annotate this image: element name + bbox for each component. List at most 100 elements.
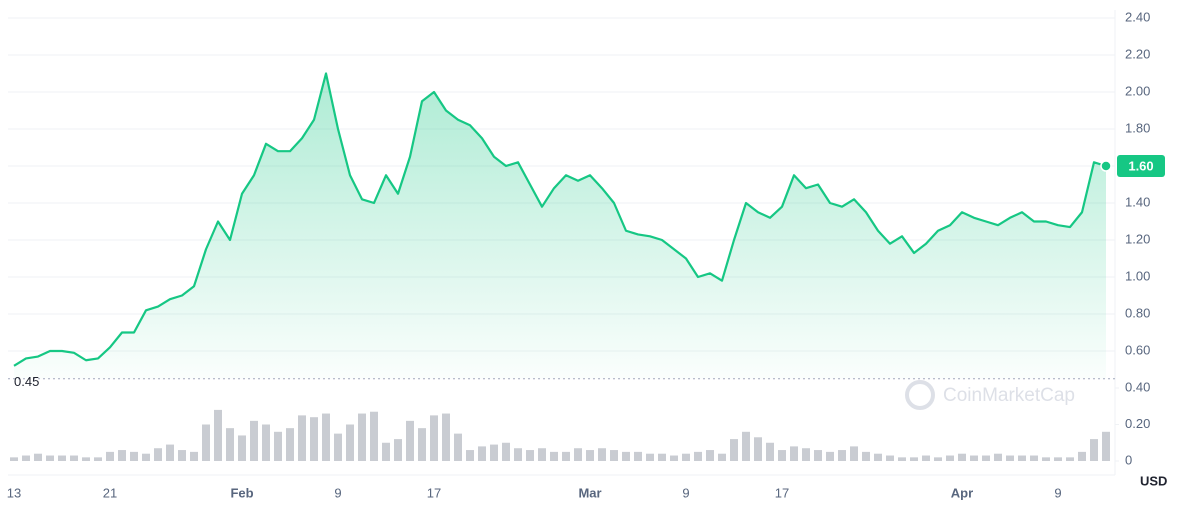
- x-tick-label: 13: [7, 485, 21, 500]
- volume-bar: [1102, 431, 1110, 461]
- volume-bar: [874, 453, 882, 461]
- price-area: [14, 73, 1106, 379]
- volume-bar: [502, 442, 510, 461]
- x-tick-label: Mar: [578, 485, 601, 500]
- y-tick-label: 0.60: [1125, 342, 1150, 357]
- volume-bar: [610, 450, 618, 461]
- volume-bar: [646, 453, 654, 461]
- volume-bar: [946, 455, 954, 461]
- volume-bar: [838, 450, 846, 461]
- unit-label: USD: [1140, 473, 1167, 488]
- volume-bar: [1042, 457, 1050, 461]
- volume-bar: [442, 413, 450, 461]
- volume-bar: [742, 431, 750, 461]
- volume-bar: [322, 413, 330, 461]
- volume-bar: [754, 437, 762, 461]
- y2-tick-label: 0: [1125, 452, 1132, 467]
- volume-bar: [574, 448, 582, 461]
- volume-bar: [1090, 439, 1098, 461]
- volume-bar: [190, 451, 198, 461]
- price-line: [13, 72, 1107, 367]
- volume-bar: [454, 433, 462, 461]
- volume-bar: [298, 415, 306, 461]
- volume-bar: [586, 450, 594, 461]
- x-tick-label: 21: [103, 485, 117, 500]
- x-tick-label: 9: [682, 485, 689, 500]
- y-tick-label: 2.00: [1125, 83, 1150, 98]
- volume-bar: [310, 417, 318, 461]
- y-tick-label: 2.20: [1125, 46, 1150, 61]
- volume-bar: [562, 451, 570, 461]
- volume-bar: [70, 455, 78, 461]
- volume-bar: [1018, 455, 1026, 461]
- watermark: CoinMarketCap: [905, 380, 1075, 410]
- volume-bar: [466, 450, 474, 461]
- volume-bar: [790, 446, 798, 461]
- volume-bar: [154, 448, 162, 461]
- volume-bar: [706, 450, 714, 461]
- x-tick-label: Apr: [951, 485, 973, 500]
- volume-bar: [1054, 457, 1062, 461]
- volume-bar: [142, 453, 150, 461]
- volume-bar: [850, 446, 858, 461]
- volume-bar: [994, 453, 1002, 461]
- y-tick-label: 2.40: [1125, 9, 1150, 24]
- volume-bar: [634, 451, 642, 461]
- volume-bar: [394, 439, 402, 461]
- x-tick-label: 9: [1054, 485, 1061, 500]
- volume-bar: [958, 453, 966, 461]
- baseline-label: 0.45: [14, 374, 39, 389]
- volume-bar: [490, 444, 498, 461]
- volume-bar: [718, 453, 726, 461]
- x-tick-label: 17: [775, 485, 789, 500]
- volume-bar: [622, 451, 630, 461]
- volume-bar: [22, 455, 30, 461]
- volume-bar: [478, 446, 486, 461]
- volume-bar: [970, 455, 978, 461]
- volume-bar: [166, 444, 174, 461]
- volume-bar: [406, 420, 414, 461]
- volume-bar: [682, 453, 690, 461]
- volume-bar: [550, 451, 558, 461]
- volume-bar: [1066, 457, 1074, 461]
- y-tick-label: 1.20: [1125, 231, 1150, 246]
- current-dot: [1100, 160, 1112, 172]
- volume-bar: [82, 457, 90, 461]
- volume-bar: [982, 455, 990, 461]
- volume-bar: [118, 450, 126, 461]
- volume-bar: [178, 450, 186, 461]
- volume-bar: [814, 450, 822, 461]
- volume-bar: [286, 428, 294, 461]
- volume-bar: [262, 424, 270, 461]
- y2-tick-label: 0.40: [1125, 379, 1150, 394]
- y-tick-label: 1.40: [1125, 194, 1150, 209]
- volume-bar: [886, 455, 894, 461]
- volume-bar: [250, 420, 258, 461]
- volume-bar: [658, 453, 666, 461]
- volume-bar: [730, 439, 738, 461]
- volume-bar: [1078, 451, 1086, 461]
- volume-bar: [130, 451, 138, 461]
- volume-bar: [418, 428, 426, 461]
- x-tick-label: 17: [427, 485, 441, 500]
- y2-tick-label: 0.20: [1125, 416, 1150, 431]
- volume-bar: [1006, 455, 1014, 461]
- volume-bar: [766, 442, 774, 461]
- volume-bar: [826, 451, 834, 461]
- y-tick-label: 0.80: [1125, 305, 1150, 320]
- volume-bar: [910, 457, 918, 461]
- volume-bar: [922, 455, 930, 461]
- x-tick-label: Feb: [230, 485, 253, 500]
- volume-bar: [514, 448, 522, 461]
- volume-bar: [94, 457, 102, 461]
- x-tick-label: 9: [334, 485, 341, 500]
- y-tick-label: 1.00: [1125, 268, 1150, 283]
- volume-bar: [538, 448, 546, 461]
- volume-bar: [598, 448, 606, 461]
- volume-bar: [34, 453, 42, 461]
- volume-bar: [274, 431, 282, 461]
- volume-bar: [670, 455, 678, 461]
- volume-bar: [106, 451, 114, 461]
- volume-bar: [382, 442, 390, 461]
- volume-bar: [202, 424, 210, 461]
